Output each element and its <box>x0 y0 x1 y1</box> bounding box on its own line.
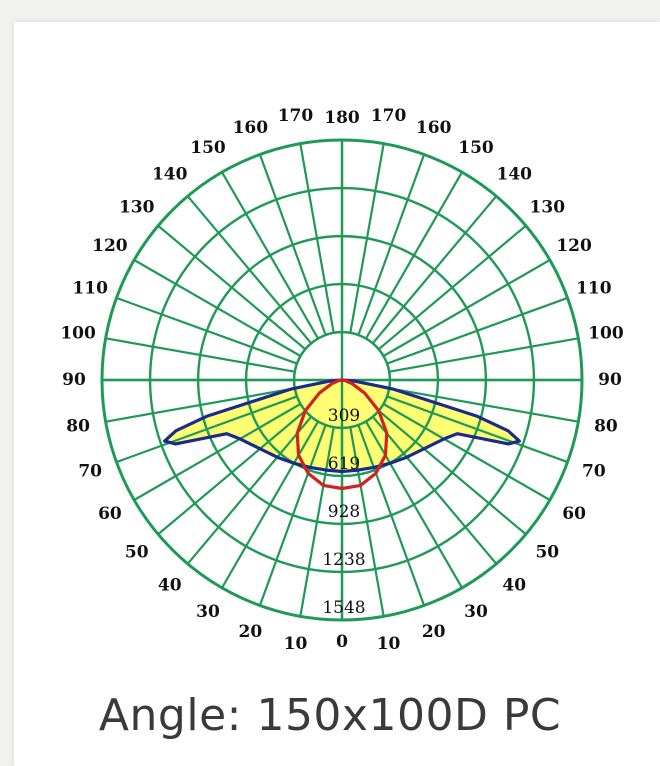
grid-spoke <box>157 410 306 536</box>
angle-tick-label: 60 <box>98 504 122 524</box>
radial-tick-label: 1548 <box>322 598 365 618</box>
grid-spoke <box>365 171 463 339</box>
angle-tick-label: 30 <box>464 602 488 622</box>
grid-spoke <box>357 424 426 606</box>
grid-spoke <box>258 424 327 606</box>
angle-tick-label: 110 <box>72 278 108 298</box>
angle-tick-label: 20 <box>422 622 446 642</box>
grid-spoke <box>365 421 463 589</box>
angle-tick-label: 80 <box>594 417 618 437</box>
angle-tick-label: 140 <box>152 165 188 185</box>
radial-tick-label: 928 <box>328 502 360 522</box>
grid-spoke <box>299 427 335 617</box>
grid-spoke <box>372 195 498 344</box>
beam-angle-caption: Angle: 150x100D PC <box>98 690 562 741</box>
angle-tick-label: 120 <box>92 236 128 256</box>
angle-tick-label: 40 <box>502 575 526 595</box>
angle-tick-label: 60 <box>562 504 586 524</box>
polar-grid <box>100 138 584 622</box>
angle-tick-label: 150 <box>190 138 226 158</box>
grid-spoke <box>258 154 327 336</box>
c0-curve <box>163 378 521 474</box>
angle-tick-label: 180 <box>324 108 360 128</box>
radial-tick-label: 309 <box>328 406 360 426</box>
grid-spoke <box>386 395 568 464</box>
grid-spoke <box>299 143 335 333</box>
grid-spoke <box>389 337 579 373</box>
angle-tick-label: 160 <box>233 118 269 138</box>
grid-spoke <box>221 421 319 589</box>
angle-tick-label: 130 <box>530 198 566 218</box>
grid-spoke <box>105 337 295 373</box>
grid-spoke <box>349 427 385 617</box>
angle-tick-label: 170 <box>371 106 407 126</box>
angle-tick-label: 110 <box>576 278 612 298</box>
grid-spoke <box>389 387 579 423</box>
angle-tick-label: 10 <box>377 634 401 654</box>
angle-tick-label: 140 <box>497 165 533 185</box>
angle-tick-label: 150 <box>458 138 494 158</box>
radial-tick-label: 619 <box>328 454 360 474</box>
angle-tick-label: 70 <box>582 462 606 482</box>
grid-spoke <box>349 143 385 333</box>
angle-tick-label: 20 <box>239 622 263 642</box>
grid-spoke <box>372 416 498 565</box>
grid-spoke <box>378 410 527 536</box>
angle-tick-label: 50 <box>125 542 149 562</box>
grid-spoke <box>378 224 527 350</box>
angle-tick-label: 70 <box>78 462 102 482</box>
angle-tick-label: 130 <box>119 198 155 218</box>
angle-tick-label: 120 <box>556 236 592 256</box>
angle-tick-label: 170 <box>278 106 314 126</box>
grid-spoke <box>383 259 551 357</box>
angle-tick-label: 40 <box>158 575 182 595</box>
grid-spoke <box>357 154 426 336</box>
angle-tick-label: 50 <box>535 542 559 562</box>
grid-spoke <box>116 395 298 464</box>
grid-spoke <box>186 416 312 565</box>
angle-tick-label: 30 <box>196 602 220 622</box>
angle-tick-label: 90 <box>62 370 86 390</box>
angle-tick-label: 100 <box>60 323 96 343</box>
grid-spoke <box>386 296 568 365</box>
grid-spoke <box>157 224 306 350</box>
grid-spoke <box>383 403 551 501</box>
grid-spoke <box>186 195 312 344</box>
angle-tick-label: 100 <box>588 323 624 343</box>
polar-intensity-chart: 0102030405060708090100110120130140150160… <box>60 106 624 654</box>
grid-spoke <box>133 259 301 357</box>
grid-spoke <box>105 387 295 423</box>
grid-spoke <box>116 296 298 365</box>
angle-tick-label: 0 <box>336 632 348 652</box>
angle-tick-label: 90 <box>598 370 622 390</box>
grid-spoke <box>133 403 301 501</box>
angle-tick-label: 80 <box>66 417 90 437</box>
c90-curve <box>295 378 389 491</box>
angle-tick-label: 160 <box>416 118 452 138</box>
tick-labels: 0102030405060708090100110120130140150160… <box>60 106 624 654</box>
angle-tick-label: 10 <box>284 634 308 654</box>
grid-spoke <box>221 171 319 339</box>
radial-tick-label: 1238 <box>322 550 365 570</box>
